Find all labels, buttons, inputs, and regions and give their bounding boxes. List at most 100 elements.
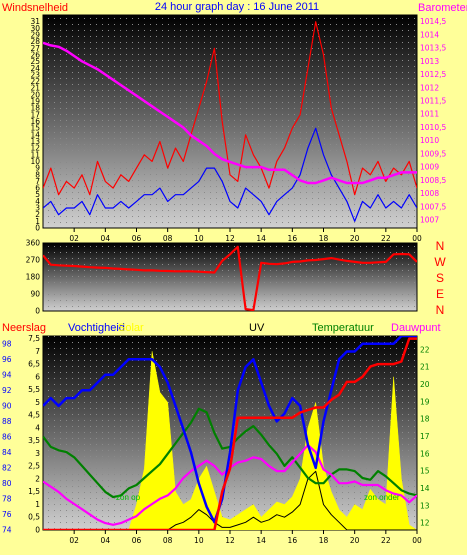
y-tick-label: 28 (30, 37, 40, 46)
x-tick-label: 12 (225, 536, 235, 545)
y-tick-label: 26 (30, 50, 40, 59)
y-tick-label: 13 (30, 137, 40, 146)
y-tick-label: 9 (35, 164, 40, 173)
wind-axis-title: Windsnelheid (2, 2, 68, 14)
x-tick-label: 14 (256, 234, 266, 243)
vochtigheid-axis-title: Vochtigheid (68, 322, 125, 334)
y-tick-label: 14 (420, 484, 430, 493)
x-tick-label: 02 (69, 536, 79, 545)
barometer-y-ticks: 1007 1007,5 1008 1008,5 1009 1009,5 1010 1010,5… (420, 17, 446, 224)
x-tick-label: 06 (132, 536, 142, 545)
y-tick-label: 23 (30, 70, 40, 79)
neerslag-axis-title: Neerslag (2, 322, 46, 334)
y-tick-label: 19 (420, 397, 430, 406)
y-tick-label: 3,5 (28, 436, 40, 445)
y-tick-label: 1 (35, 217, 40, 226)
solar-area (43, 351, 417, 530)
y-tick-label: 11 (30, 150, 40, 159)
x-tick-label: 00 (412, 536, 422, 545)
y-tick-label: 18 (420, 415, 430, 424)
uv-legend: UV (249, 322, 265, 334)
y-tick-label: 2,5 (28, 462, 40, 471)
y-tick-label: 1014,5 (420, 17, 446, 26)
weather-panel: 0 0,5 1 1,5 2 2,5 3 3,5 4 4,5 5 5,5 6 6,5 7 7,5 74 76 78 8… (2, 334, 430, 534)
x-ticks-top: 02 04 06 08 10 12 14 16 18 20 22 00 (69, 228, 422, 243)
compass-letter: E (436, 287, 444, 301)
y-tick-label: 17 (30, 110, 40, 119)
x-tick-label: 12 (225, 234, 235, 243)
x-tick-label: 08 (163, 234, 173, 243)
sunset-label: zon onder (364, 493, 400, 502)
y-tick-label: 22 (30, 77, 40, 86)
temperatuur-legend: Temperatuur (312, 322, 374, 334)
y-tick-label: 4 (35, 197, 40, 206)
uv-line (43, 470, 417, 530)
y-tick-label: 19 (30, 97, 40, 106)
y-tick-label: 360 (26, 239, 41, 248)
y-tick-label: 96 (2, 355, 12, 364)
y-tick-label: 78 (2, 494, 12, 503)
y-tick-label: 2 (35, 474, 40, 483)
y-tick-label: 90 (2, 401, 12, 410)
y-tick-label: 1008 (420, 189, 439, 198)
y-tick-label: 8 (35, 170, 40, 179)
y-tick-label: 1008,5 (420, 176, 446, 185)
y-tick-label: 14 (30, 130, 40, 139)
y-tick-label: 1,5 (28, 487, 40, 496)
x-tick-label: 06 (132, 234, 142, 243)
wind-barometer-panel: 0123456789101112131415161718192021222324… (30, 14, 446, 233)
y-tick-label: 1009 (420, 163, 439, 172)
y-tick-label: 0 (35, 526, 40, 535)
x-tick-label: 16 (288, 536, 298, 545)
y-tick-label: 1010 (420, 136, 439, 145)
y-tick-label: 15 (30, 124, 40, 133)
weather-grid-dots (43, 336, 417, 530)
y-tick-label: 74 (2, 526, 12, 535)
x-tick-label: 18 (319, 234, 329, 243)
wind-direction-line (43, 245, 417, 311)
y-tick-label: 30 (30, 24, 40, 33)
y-tick-label: 0 (35, 307, 40, 316)
y-tick-label: 20 (420, 380, 430, 389)
y-tick-label: 7 (35, 347, 40, 356)
y-tick-label: 1013,5 (420, 44, 446, 53)
x-tick-label: 20 (350, 234, 360, 243)
y-tick-label: 1014 (420, 30, 439, 39)
y-tick-label: 6 (35, 184, 40, 193)
x-tick-label: 08 (163, 536, 173, 545)
y-tick-label: 31 (30, 17, 40, 26)
weather-series (43, 336, 417, 530)
y-tick-label: 1 (35, 500, 40, 509)
y-tick-label: 13 (420, 501, 430, 510)
y-tick-label: 20 (30, 90, 40, 99)
y-tick-label: 80 (2, 479, 12, 488)
y-tick-label: 25 (30, 57, 40, 66)
y-tick-label: 4,5 (28, 411, 40, 420)
sunrise-label: zon op (116, 493, 141, 502)
y-tick-label: 76 (2, 510, 12, 519)
y-tick-label: 270 (26, 256, 41, 265)
y-tick-label: 84 (2, 448, 12, 457)
neerslag-y-ticks: 0 0,5 1 1,5 2 2,5 3 3,5 4 4,5 5 5,5 6 6,5 7 7,5 (28, 334, 40, 534)
y-tick-label: 5 (35, 190, 40, 199)
x-tick-label: 02 (69, 234, 79, 243)
y-tick-label: 82 (2, 463, 12, 472)
y-tick-label: 1009,5 (420, 149, 446, 158)
x-tick-label: 10 (194, 536, 204, 545)
y-tick-label: 1011 (420, 110, 439, 119)
y-tick-label: 92 (2, 386, 12, 395)
y-tick-label: 22 (420, 345, 430, 354)
y-tick-label: 16 (30, 117, 40, 126)
y-tick-label: 98 (2, 339, 12, 348)
y-tick-label: 1012 (420, 83, 439, 92)
direction-y-ticks: 0 90 180 270 360 (26, 239, 41, 316)
y-tick-label: 10 (30, 157, 40, 166)
direction-series (43, 245, 417, 311)
y-tick-label: 5 (35, 398, 40, 407)
y-tick-label: 12 (420, 519, 430, 528)
chart-title: 24 hour graph day : 16 June 2011 (155, 1, 319, 13)
y-tick-label: 29 (30, 30, 40, 39)
y-tick-label: 7 (35, 177, 40, 186)
